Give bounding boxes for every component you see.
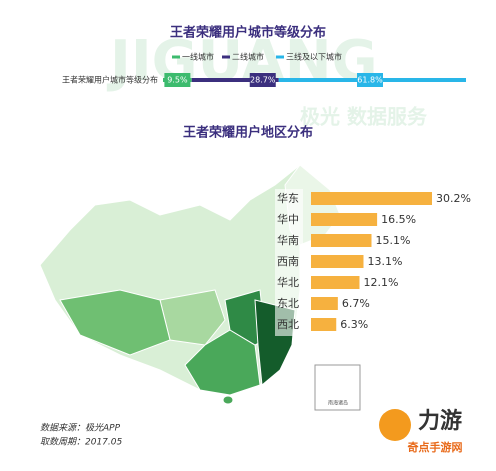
logo-site: 奇点手游网	[408, 440, 463, 454]
category-label: 王者荣耀用户城市等级分布	[62, 75, 158, 85]
value-label: 30.2%	[436, 192, 471, 205]
value-label: 61.8%	[357, 76, 383, 85]
chart-title: 王者荣耀用户城市等级分布	[170, 25, 326, 41]
category-label: 西北	[277, 318, 299, 331]
bar	[311, 255, 364, 268]
logo: 力游 奇点手游网	[379, 408, 463, 454]
period: 取数周期：2017.05	[40, 437, 122, 448]
value-label: 9.5%	[167, 76, 188, 85]
map: 南海诸岛	[39, 164, 361, 411]
bar	[311, 276, 360, 289]
map-label: 南海诸岛	[328, 400, 348, 407]
category-label: 华北	[277, 275, 299, 289]
category-label: 西南	[277, 255, 299, 268]
category-label: 东北	[277, 297, 299, 310]
category-label: 华东	[277, 191, 299, 205]
bar	[311, 234, 372, 247]
chart-title: 王者荣耀用户地区分布	[183, 125, 313, 141]
watermark-text: 极光 数据服务	[300, 105, 428, 129]
value-label: 12.1%	[363, 276, 398, 289]
source: 数据来源：极光APP	[40, 423, 121, 434]
legend-label: 二线城市	[232, 52, 264, 62]
map-island	[222, 395, 234, 405]
category-label: 华中	[277, 212, 299, 226]
logo-name: 力游	[418, 408, 462, 434]
category-label: 华南	[277, 233, 299, 247]
map-region	[59, 289, 171, 356]
value-label: 13.1%	[367, 255, 402, 268]
logo-icon	[379, 409, 411, 441]
bar	[311, 213, 378, 226]
value-label-bg	[249, 73, 276, 87]
bar	[311, 318, 337, 331]
value-label: 16.5%	[381, 213, 416, 226]
value-label: 6.3%	[340, 318, 368, 331]
inset-frame	[314, 364, 361, 411]
legend-label: 一线城市	[182, 52, 214, 62]
value-label: 6.7%	[342, 297, 370, 310]
bar	[311, 297, 338, 310]
category-panel	[275, 189, 303, 336]
watermark-text: JIGUANG	[106, 29, 378, 94]
value-label: 15.1%	[376, 234, 411, 247]
bar-segment	[191, 78, 279, 82]
legend-label: 三线及以下城市	[286, 52, 342, 62]
value-label-bg	[357, 73, 383, 87]
value-label-bg	[164, 73, 191, 87]
value-label: 28.7%	[250, 76, 276, 85]
watermark: JIGUANG 极光 数据服务	[106, 29, 428, 128]
bar	[311, 192, 432, 205]
